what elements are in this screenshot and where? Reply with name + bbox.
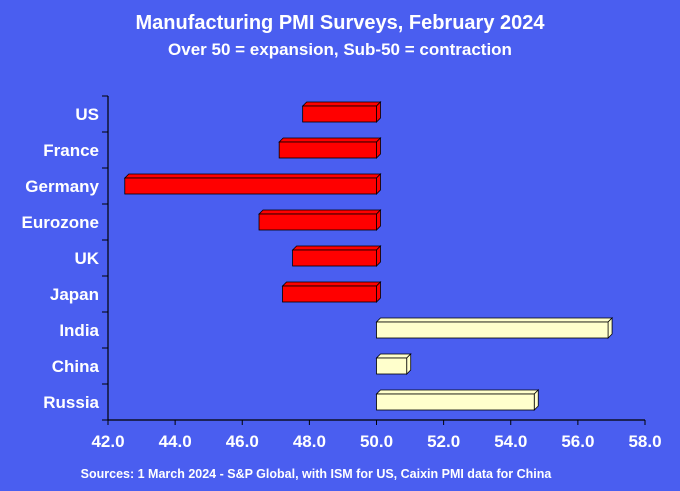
bar-front-face — [258, 213, 377, 231]
bar-front-face — [376, 393, 535, 411]
bar-top-face — [281, 281, 382, 287]
bar-side-face — [376, 101, 381, 123]
bars — [123, 101, 614, 411]
bar-top-face — [375, 353, 412, 359]
axes — [102, 95, 646, 425]
bar-top-face — [291, 245, 382, 251]
bar-top-face — [375, 389, 540, 395]
bar-front-face — [376, 321, 609, 339]
bar — [258, 209, 382, 231]
bar-side-face — [376, 173, 381, 195]
category-label: France — [43, 141, 99, 160]
bar — [375, 389, 540, 411]
bar-side-face — [376, 281, 381, 303]
category-label: Russia — [43, 393, 99, 412]
x-tick-labels: 42.0 44.0 46.0 48.0 50.0 52.0 54.0 56.0 58.0 — [91, 432, 661, 451]
bar — [375, 317, 614, 339]
category-label: Germany — [25, 177, 99, 196]
bar-side-face — [533, 389, 539, 411]
source-note: Sources: 1 March 2024 - S&P Global, with… — [81, 467, 553, 481]
x-tick-label: 52.0 — [427, 432, 460, 451]
bar — [375, 353, 412, 375]
bar-top-face — [375, 317, 614, 323]
bar-front-face — [292, 249, 377, 267]
bar-side-face — [406, 353, 412, 375]
bar — [291, 245, 382, 267]
bar-side-face — [376, 209, 381, 231]
bar-top-face — [258, 209, 382, 215]
x-tick-label: 48.0 — [293, 432, 326, 451]
category-label: Eurozone — [22, 213, 99, 232]
bar — [301, 101, 382, 123]
bar — [278, 137, 382, 159]
category-label: Japan — [50, 285, 99, 304]
chart-title: Manufacturing PMI Surveys, February 2024 — [135, 12, 545, 34]
x-tick-label: 50.0 — [360, 432, 393, 451]
category-label: US — [75, 105, 99, 124]
bar-front-face — [302, 105, 377, 123]
category-label: China — [52, 357, 100, 376]
x-tick-label: 46.0 — [226, 432, 259, 451]
bar-top-face — [278, 137, 382, 143]
x-tick-label: 56.0 — [561, 432, 594, 451]
category-labels: US France Germany Eurozone UK Japan India China… — [22, 105, 100, 412]
bar-side-face — [376, 245, 381, 267]
bar-front-face — [282, 285, 377, 303]
x-tick-label: 54.0 — [494, 432, 527, 451]
x-tick-label: 44.0 — [159, 432, 192, 451]
bar — [123, 173, 382, 195]
bar-side-face — [376, 137, 381, 159]
x-tick-label: 42.0 — [91, 432, 124, 451]
bar-front-face — [376, 357, 408, 375]
x-tick-label: 58.0 — [628, 432, 661, 451]
bar-top-face — [123, 173, 382, 179]
chart-subtitle: Over 50 = expansion, Sub-50 = contractio… — [168, 40, 512, 59]
bar-front-face — [124, 177, 377, 195]
bar — [281, 281, 382, 303]
category-label: UK — [74, 249, 99, 268]
bar-front-face — [278, 141, 377, 159]
bar-side-face — [607, 317, 613, 339]
category-label: India — [59, 321, 99, 340]
bar-top-face — [301, 101, 382, 107]
